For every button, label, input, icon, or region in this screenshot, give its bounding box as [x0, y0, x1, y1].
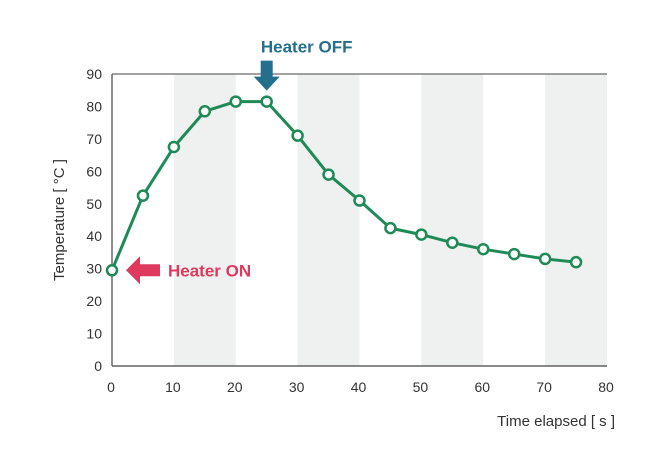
y-tick-label: 70	[86, 131, 102, 147]
heater-off-arrow-icon	[253, 60, 280, 91]
shaded-band-2	[421, 74, 484, 366]
shaded-band-1	[297, 74, 360, 366]
y-tick-labels: 0 10 20 30 40 50 60 70 80 90	[86, 66, 102, 374]
annotations: Heater ON Heater OFF	[126, 38, 353, 285]
y-tick-label: 60	[86, 163, 102, 179]
data-point	[507, 247, 521, 261]
data-point	[105, 264, 119, 277]
y-tick-label: 20	[86, 293, 102, 309]
data-point	[353, 194, 366, 207]
data-point	[384, 221, 397, 235]
data-point	[415, 228, 428, 241]
x-tick-label: 70	[536, 379, 552, 395]
data-point	[136, 189, 150, 202]
x-axis-label: Time elapsed [ s ]	[497, 413, 615, 430]
x-tick-label: 50	[413, 379, 429, 395]
shaded-bands	[173, 74, 607, 366]
data-point	[322, 168, 335, 181]
data-point	[569, 255, 583, 269]
y-tick-label: 10	[86, 326, 102, 342]
data-point	[477, 242, 490, 256]
axes	[111, 74, 607, 367]
y-tick-label: 80	[86, 98, 102, 114]
data-point	[167, 140, 181, 154]
x-tick-label: 30	[289, 379, 305, 395]
data-point	[446, 236, 459, 249]
x-tick-label: 40	[351, 379, 367, 395]
y-tick-label: 0	[94, 358, 102, 374]
x-tick-label: 0	[107, 379, 115, 395]
x-tick-label: 80	[598, 379, 614, 395]
data-point	[291, 129, 304, 142]
y-tick-label: 50	[86, 196, 102, 212]
data-point	[538, 252, 552, 266]
x-tick-label: 20	[227, 379, 243, 395]
data-point	[260, 95, 273, 108]
series-line	[110, 100, 577, 271]
shaded-band-3	[545, 74, 607, 366]
x-tick-labels: 0 10 20 30 40 50 60 70 80	[107, 379, 614, 395]
data-point	[229, 95, 242, 108]
y-tick-label: 40	[86, 228, 102, 244]
heater-on-label: Heater ON	[168, 261, 251, 280]
x-tick-label: 60	[474, 379, 490, 395]
shaded-band-0	[173, 74, 236, 366]
data-point	[198, 105, 212, 118]
y-axis-label: Temperature [ °C ]	[51, 159, 68, 281]
series-group	[105, 95, 583, 277]
x-tick-label: 10	[165, 379, 181, 395]
y-tick-label: 90	[86, 66, 102, 82]
y-tick-label: 30	[86, 261, 102, 277]
heater-on-arrow-icon	[126, 256, 160, 285]
heater-off-label: Heater OFF	[261, 38, 353, 57]
